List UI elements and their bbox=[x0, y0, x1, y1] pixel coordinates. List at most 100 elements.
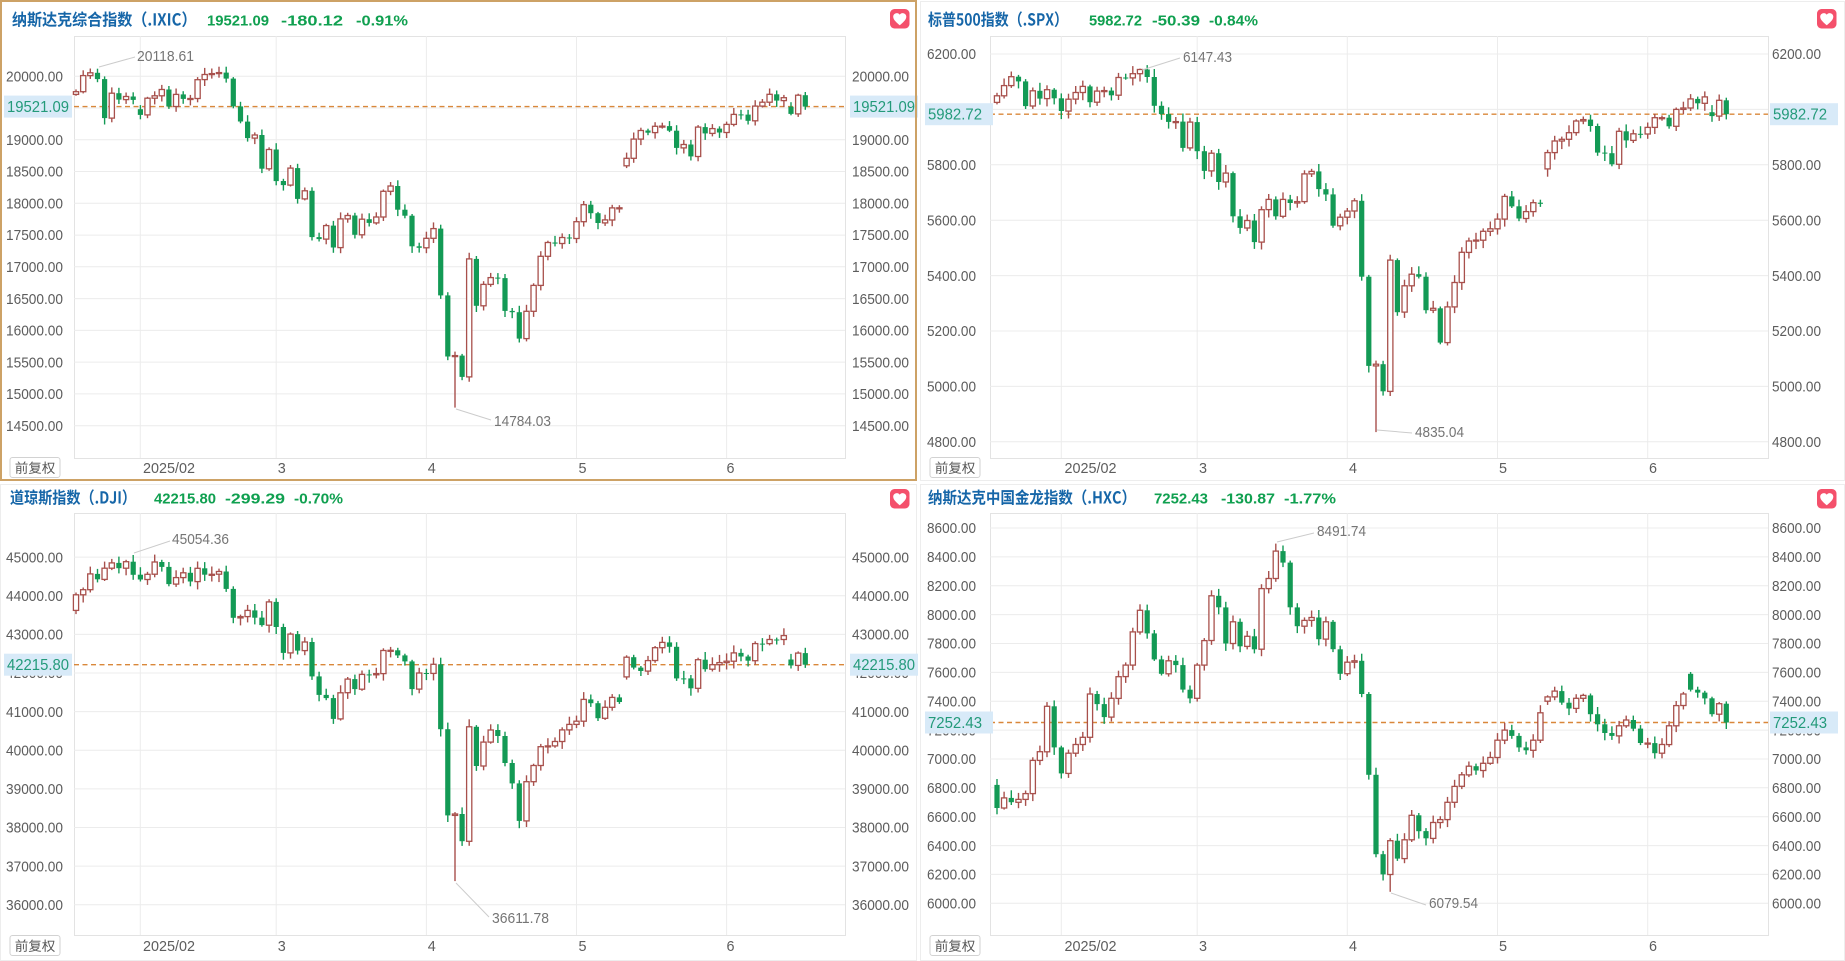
svg-text:19521.09: 19521.09 bbox=[853, 99, 915, 116]
svg-text:-299.29: -299.29 bbox=[225, 491, 285, 508]
svg-text:19521.09: 19521.09 bbox=[207, 13, 269, 30]
svg-text:41000.00: 41000.00 bbox=[852, 704, 909, 721]
svg-text:5800.00: 5800.00 bbox=[1772, 157, 1821, 174]
svg-text:4: 4 bbox=[1349, 460, 1357, 477]
svg-text:3: 3 bbox=[1199, 460, 1207, 477]
svg-text:4800.00: 4800.00 bbox=[927, 434, 976, 451]
svg-text:5: 5 bbox=[579, 460, 587, 477]
svg-text:6: 6 bbox=[727, 938, 735, 955]
svg-text:2025/02: 2025/02 bbox=[143, 460, 195, 477]
svg-text:5: 5 bbox=[579, 938, 587, 955]
svg-text:3: 3 bbox=[278, 460, 286, 477]
svg-text:5000.00: 5000.00 bbox=[927, 379, 976, 396]
svg-text:5: 5 bbox=[1499, 938, 1507, 955]
svg-text:6147.43: 6147.43 bbox=[1183, 49, 1232, 66]
svg-text:36611.78: 36611.78 bbox=[492, 910, 549, 927]
svg-text:7000.00: 7000.00 bbox=[927, 751, 976, 768]
svg-text:40000.00: 40000.00 bbox=[6, 743, 63, 760]
svg-text:15000.00: 15000.00 bbox=[6, 386, 63, 403]
svg-text:6400.00: 6400.00 bbox=[927, 838, 976, 855]
svg-text:6200.00: 6200.00 bbox=[1772, 867, 1821, 884]
svg-text:7252.43: 7252.43 bbox=[928, 715, 982, 732]
svg-text:36000.00: 36000.00 bbox=[6, 897, 63, 914]
svg-text:5600.00: 5600.00 bbox=[1772, 212, 1821, 229]
svg-text:6000.00: 6000.00 bbox=[1772, 896, 1821, 913]
svg-text:8000.00: 8000.00 bbox=[927, 607, 976, 624]
svg-text:-130.87: -130.87 bbox=[1221, 491, 1275, 508]
svg-text:7000.00: 7000.00 bbox=[1772, 751, 1821, 768]
svg-text:39000.00: 39000.00 bbox=[852, 781, 909, 798]
svg-text:37000.00: 37000.00 bbox=[852, 858, 909, 875]
svg-text:5982.72: 5982.72 bbox=[928, 107, 982, 124]
svg-text:-1.77%: -1.77% bbox=[1284, 491, 1336, 508]
svg-text:16000.00: 16000.00 bbox=[852, 323, 909, 340]
svg-text:4: 4 bbox=[428, 938, 436, 955]
svg-text:8600.00: 8600.00 bbox=[927, 520, 976, 537]
svg-text:18000.00: 18000.00 bbox=[852, 196, 909, 213]
svg-text:7400.00: 7400.00 bbox=[1772, 693, 1821, 710]
svg-text:4: 4 bbox=[428, 460, 436, 477]
svg-text:-0.84%: -0.84% bbox=[1209, 13, 1258, 30]
svg-text:5600.00: 5600.00 bbox=[927, 212, 976, 229]
svg-text:8200.00: 8200.00 bbox=[1772, 578, 1821, 595]
svg-text:17000.00: 17000.00 bbox=[6, 259, 63, 276]
svg-text:5982.72: 5982.72 bbox=[1089, 13, 1142, 30]
svg-text:6200.00: 6200.00 bbox=[1772, 46, 1821, 63]
svg-text:2025/02: 2025/02 bbox=[1065, 460, 1117, 477]
svg-text:36000.00: 36000.00 bbox=[852, 897, 909, 914]
svg-text:8400.00: 8400.00 bbox=[927, 549, 976, 566]
svg-text:5000.00: 5000.00 bbox=[1772, 379, 1821, 396]
svg-text:14784.03: 14784.03 bbox=[494, 413, 551, 430]
svg-text:16000.00: 16000.00 bbox=[6, 323, 63, 340]
svg-text:45000.00: 45000.00 bbox=[6, 549, 63, 566]
svg-text:7600.00: 7600.00 bbox=[927, 665, 976, 682]
svg-text:16500.00: 16500.00 bbox=[852, 291, 909, 308]
svg-text:8000.00: 8000.00 bbox=[1772, 607, 1821, 624]
svg-text:6: 6 bbox=[1649, 460, 1657, 477]
svg-text:7252.43: 7252.43 bbox=[1773, 715, 1827, 732]
svg-text:7600.00: 7600.00 bbox=[1772, 665, 1821, 682]
svg-text:6079.54: 6079.54 bbox=[1429, 895, 1478, 912]
svg-text:-180.12: -180.12 bbox=[281, 13, 343, 30]
svg-text:7252.43: 7252.43 bbox=[1154, 491, 1208, 508]
svg-text:19000.00: 19000.00 bbox=[6, 132, 63, 149]
svg-text:5200.00: 5200.00 bbox=[927, 323, 976, 340]
svg-text:5: 5 bbox=[1499, 460, 1507, 477]
svg-text:-50.39: -50.39 bbox=[1152, 13, 1200, 30]
svg-text:19000.00: 19000.00 bbox=[852, 132, 909, 149]
svg-text:16500.00: 16500.00 bbox=[6, 291, 63, 308]
svg-text:20118.61: 20118.61 bbox=[137, 48, 194, 65]
svg-text:4800.00: 4800.00 bbox=[1772, 434, 1821, 451]
svg-text:41000.00: 41000.00 bbox=[6, 704, 63, 721]
svg-text:44000.00: 44000.00 bbox=[6, 588, 63, 605]
svg-text:15500.00: 15500.00 bbox=[852, 354, 909, 371]
svg-text:14500.00: 14500.00 bbox=[852, 418, 909, 435]
svg-text:42215.80: 42215.80 bbox=[154, 491, 216, 508]
svg-text:20000.00: 20000.00 bbox=[6, 68, 63, 85]
svg-text:6200.00: 6200.00 bbox=[927, 46, 976, 63]
svg-text:15000.00: 15000.00 bbox=[852, 386, 909, 403]
svg-text:17500.00: 17500.00 bbox=[6, 227, 63, 244]
svg-text:-0.70%: -0.70% bbox=[294, 491, 343, 508]
svg-text:7400.00: 7400.00 bbox=[927, 693, 976, 710]
svg-text:6800.00: 6800.00 bbox=[1772, 780, 1821, 797]
svg-text:18000.00: 18000.00 bbox=[6, 196, 63, 213]
svg-text:19521.09: 19521.09 bbox=[7, 99, 69, 116]
svg-text:18500.00: 18500.00 bbox=[6, 164, 63, 181]
svg-text:-0.91%: -0.91% bbox=[356, 13, 408, 30]
svg-text:20000.00: 20000.00 bbox=[852, 68, 909, 85]
svg-text:5400.00: 5400.00 bbox=[1772, 268, 1821, 285]
svg-text:6600.00: 6600.00 bbox=[927, 809, 976, 826]
svg-text:4: 4 bbox=[1349, 938, 1357, 955]
svg-text:44000.00: 44000.00 bbox=[852, 588, 909, 605]
svg-text:6600.00: 6600.00 bbox=[1772, 809, 1821, 826]
svg-text:6200.00: 6200.00 bbox=[927, 867, 976, 884]
svg-text:18500.00: 18500.00 bbox=[852, 164, 909, 181]
svg-text:5200.00: 5200.00 bbox=[1772, 323, 1821, 340]
svg-text:45054.36: 45054.36 bbox=[172, 531, 229, 548]
svg-text:37000.00: 37000.00 bbox=[6, 858, 63, 875]
svg-text:42215.80: 42215.80 bbox=[7, 657, 69, 674]
svg-text:8491.74: 8491.74 bbox=[1317, 523, 1366, 540]
svg-text:4835.04: 4835.04 bbox=[1415, 424, 1464, 441]
svg-text:5400.00: 5400.00 bbox=[927, 268, 976, 285]
